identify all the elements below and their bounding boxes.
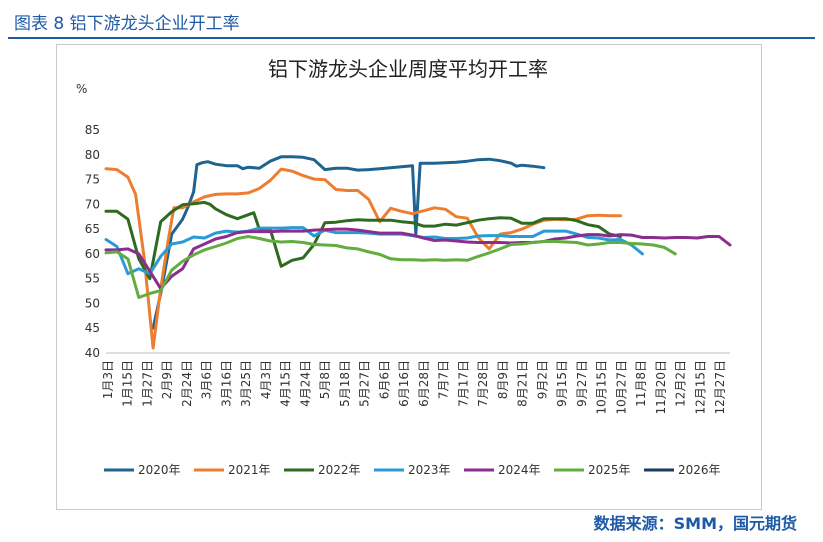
y-tick-label: 50 bbox=[85, 296, 100, 310]
x-tick-label: 11月8日 bbox=[634, 360, 648, 407]
y-tick-label: 45 bbox=[85, 321, 100, 335]
x-tick-label: 10月27日 bbox=[614, 360, 628, 415]
y-unit-label: % bbox=[76, 82, 87, 96]
x-tick-label: 4月15日 bbox=[279, 360, 293, 407]
x-tick-label: 12月2日 bbox=[674, 360, 688, 407]
x-tick-label: 12月27日 bbox=[713, 360, 727, 415]
legend: 2020年 2021年 2022年 2023年 2024年 2025年 2026年 bbox=[104, 463, 721, 477]
series-line-2021年 bbox=[104, 167, 622, 350]
x-tick-label: 8月9日 bbox=[496, 360, 510, 399]
legend-label: 2024年 bbox=[498, 463, 541, 477]
y-tick-label: 60 bbox=[85, 247, 100, 261]
y-tick-label: 65 bbox=[85, 222, 100, 236]
x-tick-label: 9月15日 bbox=[555, 360, 569, 407]
data-source: 数据来源：SMM，国元期货 bbox=[593, 514, 797, 533]
x-tick-label: 1月3日 bbox=[101, 360, 115, 399]
y-tick-label: 75 bbox=[85, 173, 100, 187]
y-tick-label: 70 bbox=[85, 197, 100, 211]
x-tick-label: 7月28日 bbox=[476, 360, 490, 407]
series-line-2020年 bbox=[151, 155, 546, 330]
x-tick-label: 8月21日 bbox=[516, 360, 530, 407]
legend-label: 2025年 bbox=[588, 463, 631, 477]
legend-label: 2022年 bbox=[318, 463, 361, 477]
x-tick-label: 2月9日 bbox=[160, 360, 174, 399]
x-axis-ticks: 1月3日 1月15日 1月27日 2月9日 2月24日 3月6日 3月16日 3月25日 4月3… bbox=[101, 360, 727, 415]
y-axis-ticks: 40 45 50 55 60 65 70 75 80 85 bbox=[85, 123, 100, 360]
series-line-2022年 bbox=[104, 200, 622, 281]
x-tick-label: 5月18日 bbox=[338, 360, 352, 407]
series-line-2025年 bbox=[104, 235, 677, 299]
series-lines bbox=[104, 155, 732, 350]
x-tick-label: 7月17日 bbox=[456, 360, 470, 407]
x-tick-label: 3月16日 bbox=[219, 360, 233, 407]
x-tick-label: 2月24日 bbox=[180, 360, 194, 407]
x-tick-label: 10月15日 bbox=[595, 360, 609, 415]
x-tick-label: 5月8日 bbox=[318, 360, 332, 399]
x-tick-label: 1月27日 bbox=[140, 360, 154, 407]
x-tick-label: 9月2日 bbox=[535, 360, 549, 399]
x-tick-label: 12月15日 bbox=[693, 360, 707, 415]
x-tick-label: 4月24日 bbox=[298, 360, 312, 407]
chart-title: 铝下游龙头企业周度平均开工率 bbox=[268, 57, 548, 81]
series-line-2024年 bbox=[104, 227, 732, 291]
legend-label: 2026年 bbox=[678, 463, 721, 477]
x-tick-label: 6月16日 bbox=[397, 360, 411, 407]
y-tick-label: 40 bbox=[85, 346, 100, 360]
x-tick-label: 1月15日 bbox=[121, 360, 135, 407]
y-tick-label: 55 bbox=[85, 272, 100, 286]
x-tick-label: 9月27日 bbox=[575, 360, 589, 407]
legend-label: 2020年 bbox=[138, 463, 181, 477]
x-tick-label: 6月28日 bbox=[417, 360, 431, 407]
series-line-2023年 bbox=[104, 226, 644, 276]
legend-label: 2023年 bbox=[408, 463, 451, 477]
x-tick-label: 5月27日 bbox=[358, 360, 372, 407]
chart-panel bbox=[56, 44, 762, 510]
x-tick-label: 3月25日 bbox=[239, 360, 253, 407]
header-rule bbox=[8, 37, 815, 39]
x-tick-label: 6月6日 bbox=[377, 360, 391, 399]
x-tick-label: 11月20日 bbox=[654, 360, 668, 415]
x-tick-label: 3月6日 bbox=[200, 360, 214, 399]
y-tick-label: 85 bbox=[85, 123, 100, 137]
legend-label: 2021年 bbox=[228, 463, 271, 477]
y-tick-label: 80 bbox=[85, 148, 100, 162]
x-tick-label: 4月3日 bbox=[259, 360, 273, 399]
x-tick-label: 7月7日 bbox=[437, 360, 451, 399]
figure-label: 图表 8 铝下游龙头企业开工率 bbox=[14, 14, 240, 34]
